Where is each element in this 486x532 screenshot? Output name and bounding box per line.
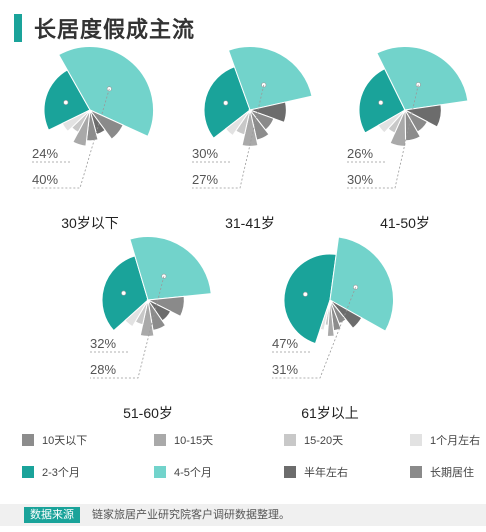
page-title: 长居度假成主流 [34, 17, 196, 42]
legend-item: 10-15天 [154, 432, 213, 448]
percent-label: 30% [347, 172, 373, 187]
legend-item: 长期居住 [410, 464, 474, 480]
percent-label: 26% [347, 146, 373, 161]
legend-item: 15-20天 [284, 432, 343, 448]
legend-label: 2-3个月 [42, 467, 80, 479]
pie-slice [146, 295, 185, 317]
slice-marker-dot [378, 100, 384, 106]
slice-marker-dot [223, 100, 229, 106]
source-tag: 数据来源 [24, 507, 80, 523]
leader-line [90, 276, 165, 379]
legend-swatch [410, 434, 422, 446]
pie-slice [326, 299, 335, 337]
pie-slice [329, 236, 395, 332]
legend-item: 2-3个月 [22, 464, 80, 480]
legend-label: 半年左右 [304, 467, 348, 479]
legend-swatch [284, 434, 296, 446]
pie-slice [61, 109, 91, 133]
slice-marker-dot [63, 99, 69, 105]
percent-label: 28% [90, 362, 116, 377]
pie-slice [227, 46, 313, 111]
leader-line [272, 287, 356, 379]
group-label: 41-50岁 [380, 215, 430, 231]
pie-slice [403, 104, 442, 128]
legend-swatch [410, 466, 422, 478]
legend-label: 10天以下 [42, 435, 88, 447]
legend-label: 长期居住 [430, 467, 474, 479]
percent-label: 31% [272, 362, 298, 377]
percent-label: 32% [90, 336, 116, 351]
pie-slice [377, 109, 406, 134]
source-bar: 数据来源 链家旅居产业研究院客户调研数据整理。 [0, 504, 486, 526]
percent-label: 30% [192, 146, 218, 161]
pie-slice [89, 109, 124, 140]
pie-slice [319, 299, 331, 331]
group-label: 31-41岁 [225, 215, 275, 231]
legend-item: 4-5个月 [154, 464, 212, 480]
legend-label: 10-15天 [174, 435, 214, 447]
percent-label: 24% [32, 146, 58, 161]
title-accent-bar [14, 14, 22, 42]
group-label: 61岁以上 [301, 405, 359, 421]
leader-line [192, 84, 265, 189]
percent-label: 27% [192, 172, 218, 187]
pie-slice [124, 299, 149, 328]
group-label: 30岁以下 [61, 215, 119, 231]
legend-swatch [284, 466, 296, 478]
percent-label: 40% [32, 172, 58, 187]
rose-pie-charts: 24% 40% 30岁以下 30% 27% 31-41岁 26% 30% 41-50岁 32% 28… [32, 45, 469, 421]
percent-label: 47% [272, 336, 298, 351]
slice-marker-dot [121, 290, 127, 296]
legend-item: 1个月左右 [410, 432, 480, 448]
legend-label: 4-5个月 [174, 467, 212, 479]
leader-line [347, 84, 419, 189]
pie-slice [224, 109, 251, 137]
pie-slice [283, 253, 337, 345]
source-text: 链家旅居产业研究院客户调研数据整理。 [92, 509, 290, 521]
slice-marker-dot [415, 82, 421, 88]
pie-slice [241, 109, 259, 147]
pie-slice [248, 101, 287, 123]
legend-item: 10天以下 [22, 432, 87, 448]
slice-marker-dot [302, 291, 308, 297]
pie-slice [389, 109, 407, 147]
legend-label: 15-20天 [304, 435, 344, 447]
group-label: 51-60岁 [123, 405, 173, 421]
pie-slice [329, 299, 363, 329]
slice-marker-dot [161, 273, 167, 279]
legend-item: 半年左右 [284, 464, 348, 480]
legend-swatch [22, 466, 34, 478]
slice-marker-dot [353, 284, 359, 290]
pie-slice [129, 235, 212, 301]
legend-swatch [154, 466, 166, 478]
legend-swatch [154, 434, 166, 446]
pie-slice [58, 45, 154, 137]
legend-label: 1个月左右 [430, 435, 481, 447]
legend-swatch [22, 434, 34, 446]
pie-slice [376, 46, 469, 111]
pie-slice [139, 299, 155, 337]
slice-marker-dot [261, 82, 267, 88]
